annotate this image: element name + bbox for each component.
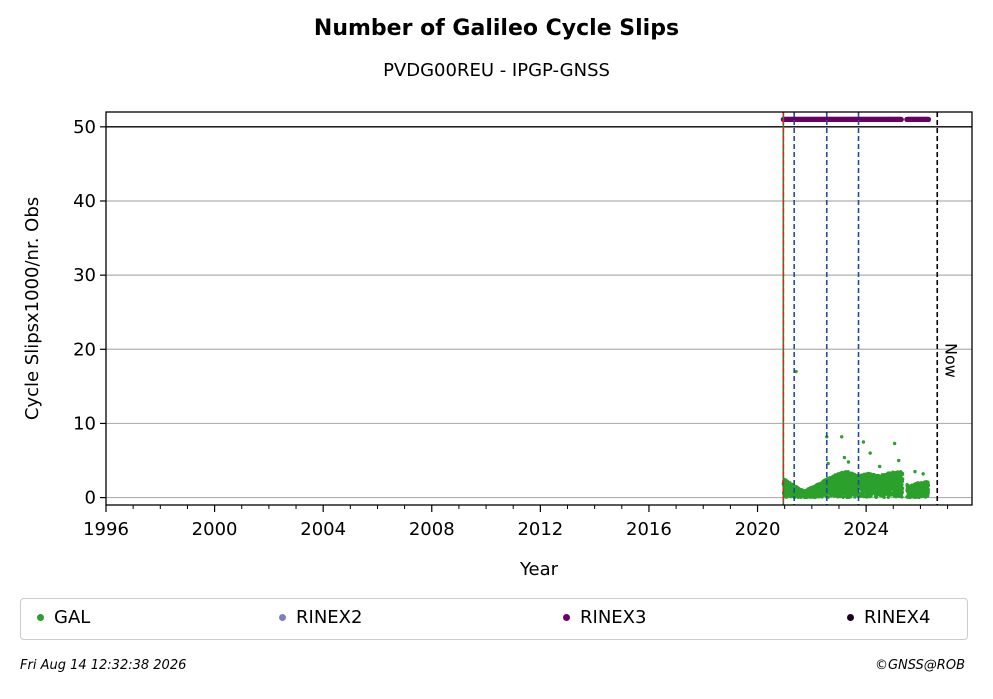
gal-point (868, 451, 872, 455)
gal-point (839, 435, 844, 439)
gal-point (842, 455, 847, 460)
x-tick-label: 2000 (192, 519, 238, 540)
legend-item-rinex4: RINEX4 (847, 607, 930, 628)
rinex3-point (925, 116, 932, 123)
y-tick-label: 0 (85, 488, 96, 509)
legend-item-rinex2: RINEX2 (279, 607, 362, 628)
gal-point (901, 477, 905, 481)
gal-point (892, 441, 897, 446)
legend-item-gal: GAL (37, 607, 90, 628)
gal-point (900, 479, 905, 483)
gal-point (926, 481, 930, 485)
gal-point (901, 486, 905, 490)
gal-point (900, 482, 904, 487)
gal-point (900, 472, 905, 476)
gal-point (900, 490, 905, 495)
legend-marker-gal (37, 614, 44, 621)
x-tick-label: 2008 (409, 519, 455, 540)
x-tick-label: 2012 (517, 519, 563, 540)
legend: GAL RINEX2 RINEX3 RINEX4 (20, 598, 968, 640)
chart-canvas: Now 0 10 20 30 40 50 1996 2000 2004 2008 2012 2016 20… (22, 111, 973, 580)
x-axis-label: Year (519, 559, 559, 580)
legend-label-rinex2: RINEX2 (296, 607, 363, 628)
gal-point (926, 488, 930, 492)
x-tick-label: 2004 (300, 519, 346, 540)
gal-point (794, 369, 798, 374)
legend-item-rinex3: RINEX3 (563, 607, 646, 628)
rinex3-series (780, 116, 932, 123)
rinex3-point (898, 116, 904, 123)
gal-point (877, 464, 882, 469)
legend-label-gal: GAL (54, 607, 91, 628)
y-tick-label: 20 (73, 339, 96, 360)
y-tick-label: 30 (73, 265, 96, 286)
gal-series (781, 369, 931, 500)
y-tick-label: 50 (73, 117, 96, 138)
y-tick-label: 10 (73, 413, 96, 434)
legend-marker-rinex3 (563, 614, 570, 621)
footer-copyright: ©GNSS@ROB (874, 658, 965, 673)
plot-frame (105, 111, 973, 506)
gal-point (913, 469, 917, 474)
x-tick-label: 2016 (626, 519, 672, 540)
gal-point (897, 458, 901, 463)
legend-marker-rinex2 (279, 614, 286, 621)
chart-title: Number of Galileo Cycle Slips (313, 16, 680, 41)
legend-label-rinex4: RINEX4 (864, 607, 931, 628)
now-label: Now (941, 343, 960, 378)
gal-point (921, 472, 925, 476)
legend-label-rinex3: RINEX3 (580, 607, 647, 628)
x-tick-label: 2020 (735, 519, 781, 540)
gal-point (900, 495, 904, 499)
chart-subtitle: PVDG00REU - IPGP-GNSS (383, 60, 610, 81)
x-tick-label: 1996 (83, 519, 129, 540)
footer-timestamp: Fri Aug 14 12:32:38 2026 (20, 658, 187, 673)
gal-point (842, 495, 846, 499)
y-axis-label: Cycle Slipsx1000/nr. Obs (22, 197, 43, 420)
gal-point (853, 495, 857, 499)
gal-point (861, 440, 866, 444)
x-tick-label: 2024 (843, 519, 889, 540)
y-tick-label: 40 (73, 191, 96, 212)
gal-point (846, 460, 851, 464)
legend-marker-rinex4 (847, 614, 854, 621)
gal-point (926, 483, 931, 487)
gal-point (865, 495, 869, 499)
